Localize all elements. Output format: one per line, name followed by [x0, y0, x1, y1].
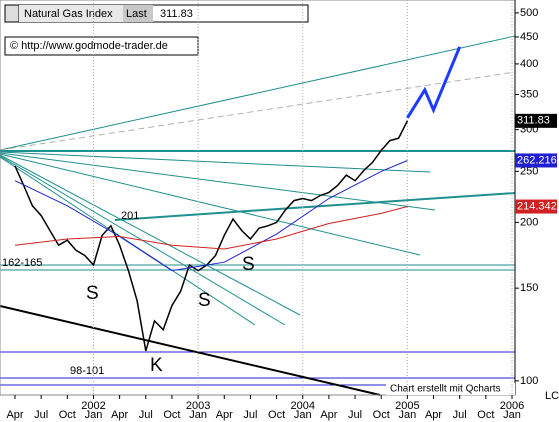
- y-tick-label: 250: [520, 165, 538, 177]
- x-tick-label: Jan: [503, 409, 521, 421]
- header-icon: [4, 4, 20, 23]
- price-tag: [515, 199, 557, 214]
- year-label: 2004: [290, 400, 314, 412]
- x-tick-label: Apr: [320, 409, 337, 421]
- x-tick-label: Jul: [348, 409, 362, 421]
- x-tick-label: Oct: [477, 409, 494, 421]
- y-tick-label: 100: [520, 375, 538, 387]
- x-tick-label: Jan: [85, 409, 103, 421]
- x-tick-label: Oct: [268, 409, 285, 421]
- x-tick-label: Apr: [425, 409, 442, 421]
- credit-box: [386, 383, 515, 395]
- annotation: S: [86, 283, 99, 304]
- series-line: [14, 160, 408, 272]
- year-label: 2006: [500, 400, 524, 412]
- annotation: S: [198, 290, 211, 311]
- y-tick-label: 150: [520, 282, 538, 294]
- title-cell: [19, 5, 123, 22]
- chart-title: Natural Gas Index: [24, 8, 113, 20]
- y-tick-label: 500: [520, 7, 538, 19]
- y-tick-label: 450: [520, 31, 538, 43]
- price-tag-label: 311.83: [517, 115, 550, 127]
- last-cell: [123, 5, 153, 22]
- corner-text: LC: [545, 390, 559, 402]
- x-tick-label: Oct: [373, 409, 390, 421]
- x-tick-label: Jul: [453, 409, 467, 421]
- series-line: [14, 206, 408, 250]
- annotation: 98-101: [70, 365, 104, 377]
- annotation: K: [150, 355, 163, 376]
- y-tick-label: 350: [520, 88, 538, 100]
- annotation: S: [242, 254, 255, 275]
- series-line: [14, 120, 409, 352]
- year-label: 2002: [81, 400, 105, 412]
- y-tick-label: 200: [520, 216, 538, 228]
- y-tick-label: 400: [520, 58, 538, 70]
- x-tick-label: Apr: [6, 409, 23, 421]
- price-tag: [515, 113, 557, 128]
- trend-lines: [0, 35, 516, 396]
- x-tick-label: Oct: [59, 409, 76, 421]
- year-label: 2005: [395, 400, 419, 412]
- x-tick-label: Jan: [189, 409, 207, 421]
- credit: Chart erstellt mit Qcharts: [390, 384, 501, 395]
- price-tag-label: 214.342: [517, 200, 557, 212]
- year-label: 2003: [186, 400, 210, 412]
- source: © http://www.godmode-trader.de: [10, 40, 168, 52]
- x-tick-label: Apr: [216, 409, 233, 421]
- x-tick-label: Jan: [398, 409, 416, 421]
- x-tick-label: Apr: [111, 409, 128, 421]
- price-tag-label: 262.216: [517, 154, 557, 166]
- price-tag: [515, 153, 557, 168]
- last-value: 311.83: [160, 8, 193, 20]
- x-tick-label: Oct: [163, 409, 180, 421]
- series-line: [406, 46, 462, 119]
- annotation: 201: [121, 210, 139, 222]
- x-tick-label: Jul: [34, 409, 48, 421]
- annotation: 162-165: [2, 257, 42, 269]
- x-tick-label: Jan: [294, 409, 312, 421]
- last-label: Last: [126, 8, 147, 20]
- x-tick-label: Jul: [243, 409, 257, 421]
- x-tick-label: Jul: [139, 409, 153, 421]
